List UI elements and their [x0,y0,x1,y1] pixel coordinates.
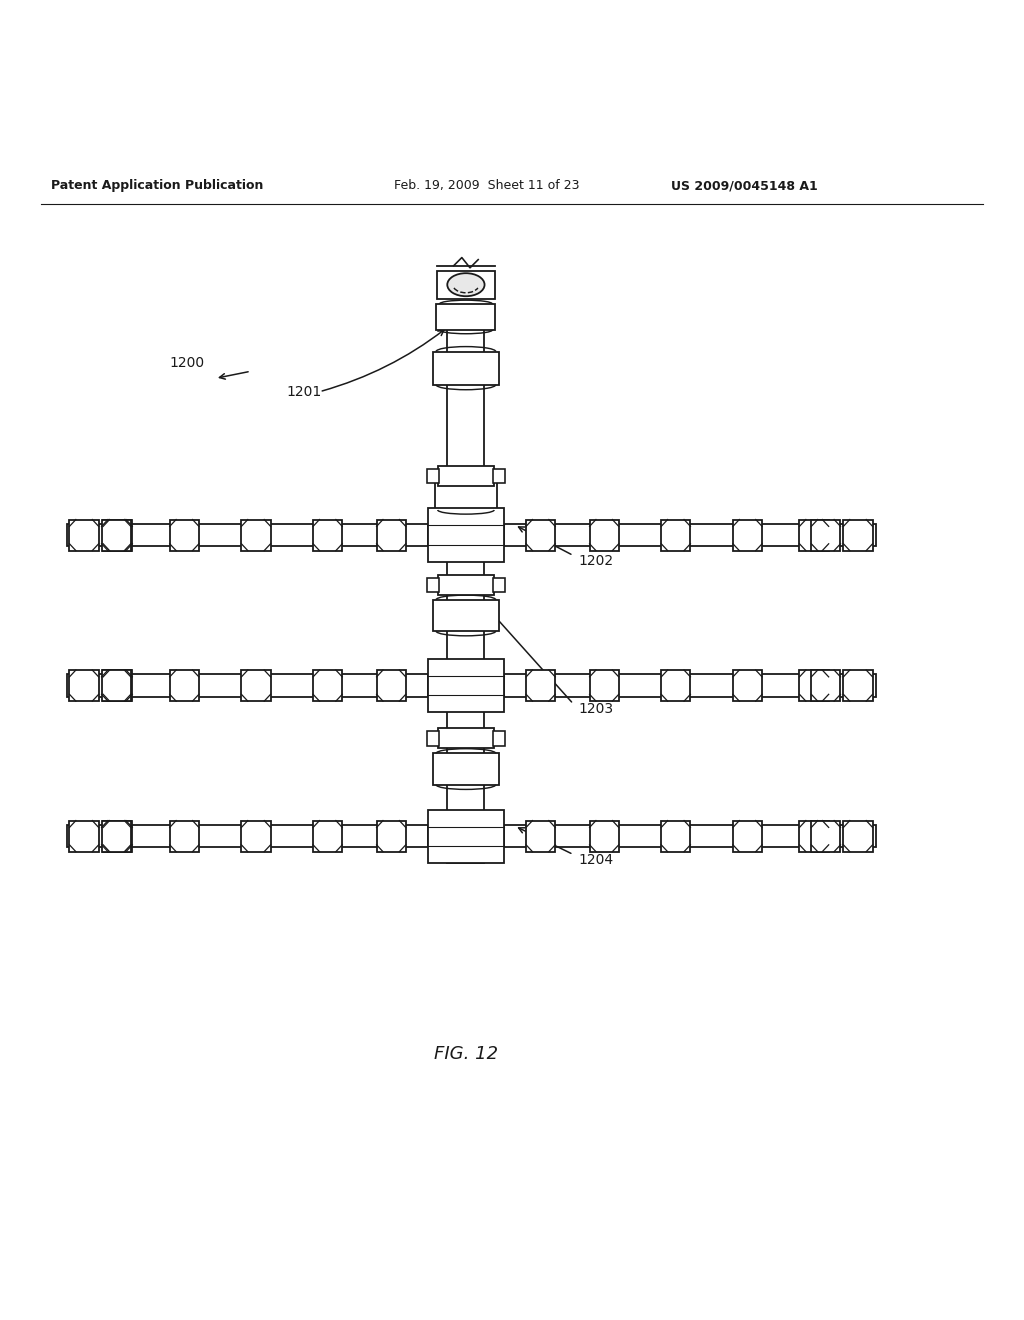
Bar [662,520,690,550]
Bar [438,466,494,486]
Bar [70,520,98,550]
Bar [427,731,439,746]
Bar [526,520,555,550]
Text: Feb. 19, 2009  Sheet 11 of 23: Feb. 19, 2009 Sheet 11 of 23 [394,180,580,193]
Bar [811,671,841,701]
Text: Patent Application Publication: Patent Application Publication [51,180,263,193]
Bar [170,520,199,550]
Bar [433,754,499,784]
Bar [800,520,828,550]
Bar [170,821,199,851]
Bar [436,304,496,330]
Bar [70,821,98,851]
Bar [438,729,494,748]
Bar [428,508,505,562]
Text: 1201: 1201 [287,384,322,399]
Bar [101,821,131,851]
Bar [242,520,270,550]
Bar [504,524,876,546]
Bar [377,671,406,701]
Bar [103,671,132,701]
Bar [844,520,872,550]
Bar [526,821,555,851]
Bar [103,821,132,851]
Bar [493,578,505,591]
Bar [662,671,690,701]
Bar [67,524,428,546]
Bar [70,671,98,701]
Text: 1200: 1200 [169,356,204,370]
Bar [242,671,270,701]
Text: 1204: 1204 [579,853,613,867]
Bar [103,520,132,550]
Bar [504,675,876,697]
Text: US 2009/0045148 A1: US 2009/0045148 A1 [671,180,817,193]
Bar [101,520,131,550]
Bar [844,671,872,701]
Bar [590,671,618,701]
Bar [504,825,876,847]
Bar [733,821,762,851]
Bar [428,809,505,863]
Bar [433,351,499,384]
Bar [433,599,499,631]
Text: FIG. 12: FIG. 12 [434,1045,498,1063]
Bar [733,671,762,701]
Text: 1203: 1203 [579,702,613,717]
Bar [438,574,494,595]
Bar [844,821,872,851]
Bar [101,671,131,701]
Bar [590,520,618,550]
Bar [590,821,618,851]
Bar [427,578,439,591]
Bar [377,821,406,851]
Bar [447,306,484,863]
Bar [733,520,762,550]
Bar [811,821,841,851]
Bar [811,520,841,550]
Bar [437,271,495,298]
Bar [800,671,828,701]
Bar [427,469,439,483]
Bar [313,520,342,550]
Bar [428,659,505,713]
Text: 1202: 1202 [579,553,613,568]
Bar [662,821,690,851]
Bar [313,821,342,851]
Bar [67,675,428,697]
Bar [434,482,498,510]
Bar [493,731,505,746]
Bar [313,671,342,701]
Ellipse shape [447,273,484,296]
Bar [170,671,199,701]
Bar [493,469,505,483]
Bar [377,520,406,550]
Bar [67,825,428,847]
Bar [800,821,828,851]
Bar [526,671,555,701]
Bar [242,821,270,851]
